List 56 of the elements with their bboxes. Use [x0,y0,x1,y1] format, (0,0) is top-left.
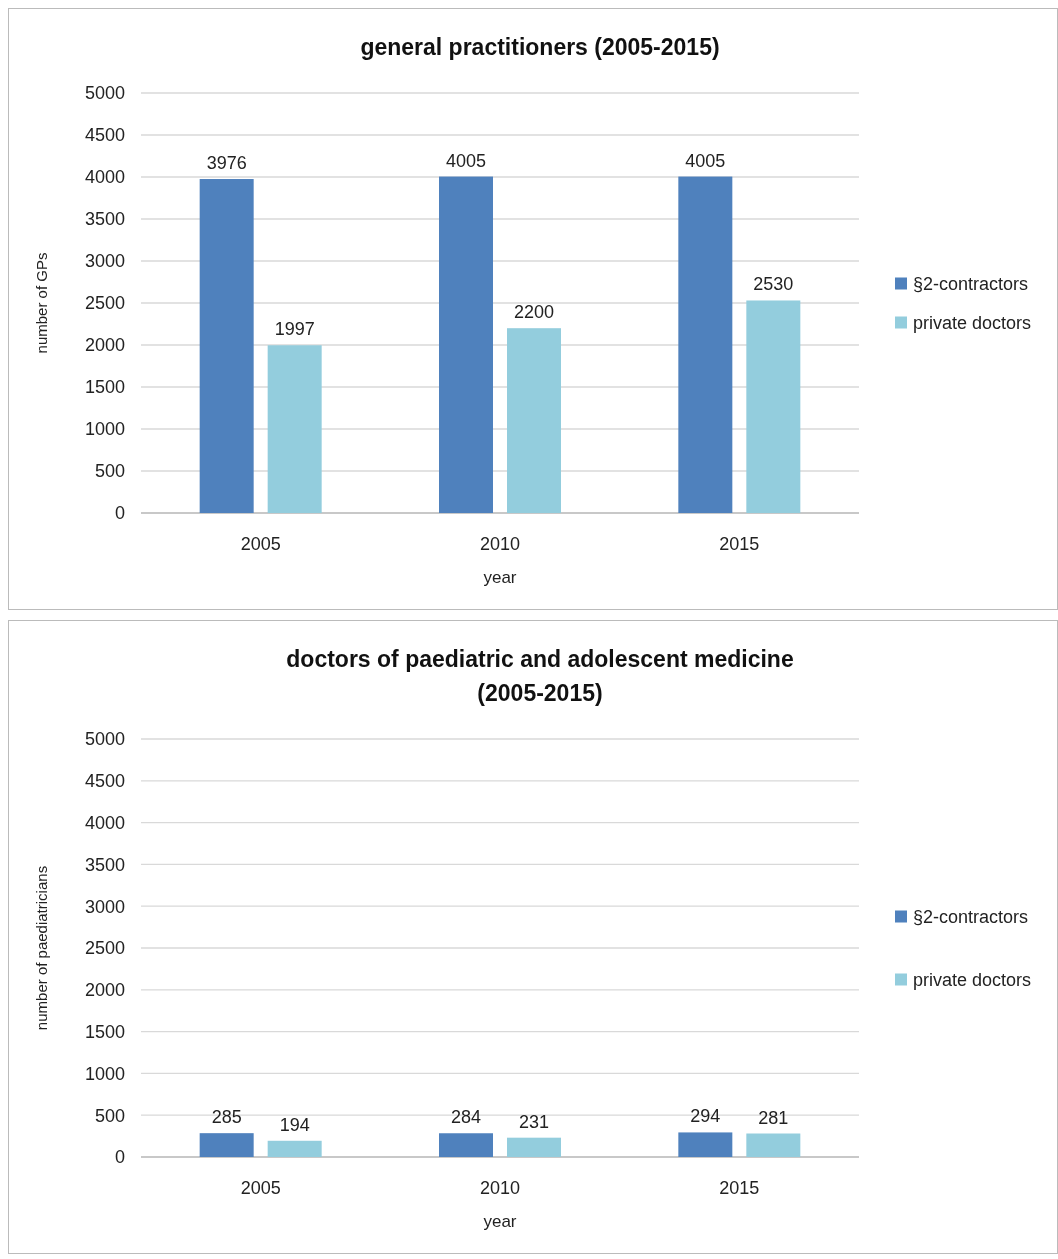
y-tick-label: 500 [94,461,125,482]
bar [439,176,493,513]
bar [678,176,733,513]
y-tick-label: 2000 [84,980,125,1001]
y-axis-title: number of paediatricians [33,865,50,1031]
data-label: 281 [758,1107,789,1128]
y-tick-label: 1000 [84,1063,125,1084]
y-tick-label: 5000 [84,83,125,104]
y-tick-label: 0 [114,503,125,524]
data-label: 2200 [513,302,555,323]
x-tick-label: 2015 [719,534,760,554]
bar [507,328,561,513]
y-tick-label: 3000 [84,251,125,272]
y-tick-label: 1500 [84,377,125,398]
x-tick-label: 2005 [240,534,281,554]
y-tick-label: 500 [94,1105,125,1126]
y-tick-label: 0 [114,1147,125,1168]
x-axis-title: year [483,568,517,587]
data-label: 4005 [445,150,487,171]
legend-label: §2-contractors [913,906,1029,927]
x-tick-label: 2010 [479,534,521,554]
y-tick-label: 4500 [84,771,125,792]
y-tick-label: 2500 [84,938,125,959]
legend-label: §2-contractors [913,273,1029,294]
y-tick-label: 4500 [84,125,125,146]
legend-label: private doctors [913,969,1032,990]
data-label: 3976 [206,153,247,174]
x-tick-label: 2015 [719,1178,760,1198]
legend-label: private doctors [913,312,1032,333]
data-label: 1997 [274,319,315,340]
data-label: 285 [211,1107,242,1128]
y-tick-label: 4000 [84,812,125,833]
bar [267,345,322,513]
y-axis-title: number of GPs [33,252,50,354]
y-tick-label: 2000 [84,335,125,356]
chart-title: general practitioners (2005-2015) [360,34,720,60]
data-label: 2530 [753,274,794,295]
x-tick-label: 2010 [479,1178,521,1198]
y-tick-label: 3000 [84,896,125,917]
data-label: 194 [279,1114,310,1135]
x-tick-label: 2005 [240,1178,281,1198]
y-tick-label: 4000 [84,167,125,188]
y-tick-label: 1500 [84,1021,125,1042]
y-tick-label: 1000 [84,419,125,440]
bar [199,179,254,513]
x-axis-title: year [483,1212,517,1231]
data-label: 294 [690,1106,721,1127]
bar [746,300,801,513]
data-label: 4005 [685,150,726,171]
y-tick-label: 3500 [84,854,125,875]
y-tick-label: 2500 [84,293,125,314]
data-label: 231 [518,1111,550,1132]
chart-title: doctors of paediatric and adolescent medicine (2005-2015) [286,646,794,706]
y-tick-label: 3500 [84,209,125,230]
data-label: 284 [450,1107,482,1128]
y-tick-label: 5000 [84,729,125,750]
